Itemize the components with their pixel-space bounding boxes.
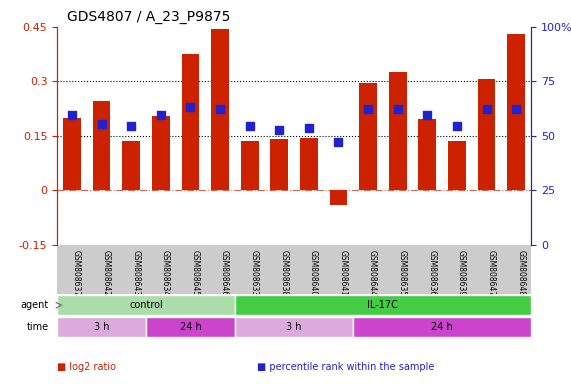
Point bbox=[334, 139, 343, 146]
Point bbox=[452, 123, 461, 129]
FancyBboxPatch shape bbox=[146, 317, 235, 337]
Point bbox=[512, 106, 521, 112]
Text: GSM808640: GSM808640 bbox=[309, 250, 318, 296]
Point bbox=[393, 106, 403, 112]
FancyBboxPatch shape bbox=[353, 317, 531, 337]
Text: GSM808641: GSM808641 bbox=[339, 250, 348, 296]
FancyBboxPatch shape bbox=[57, 317, 146, 337]
Text: GSM808634: GSM808634 bbox=[161, 250, 170, 296]
Text: 3 h: 3 h bbox=[94, 322, 109, 332]
Text: 24 h: 24 h bbox=[179, 322, 201, 332]
Text: GSM808633: GSM808633 bbox=[250, 250, 259, 296]
Text: agent: agent bbox=[21, 300, 49, 310]
Text: GSM808648: GSM808648 bbox=[516, 250, 525, 296]
Point bbox=[97, 121, 106, 127]
FancyBboxPatch shape bbox=[235, 295, 531, 315]
Text: control: control bbox=[129, 300, 163, 310]
Text: 3 h: 3 h bbox=[286, 322, 302, 332]
FancyBboxPatch shape bbox=[235, 317, 353, 337]
Bar bbox=[419, 119, 436, 190]
Bar bbox=[389, 72, 407, 190]
Bar bbox=[448, 141, 466, 190]
Bar bbox=[241, 141, 259, 190]
Bar bbox=[478, 79, 496, 190]
FancyBboxPatch shape bbox=[57, 295, 235, 315]
Bar bbox=[93, 101, 110, 190]
Point bbox=[482, 106, 491, 112]
Text: GSM808643: GSM808643 bbox=[131, 250, 140, 296]
Text: GSM808637: GSM808637 bbox=[72, 250, 81, 296]
Point bbox=[127, 123, 136, 129]
Bar bbox=[211, 29, 229, 190]
Text: GSM808647: GSM808647 bbox=[486, 250, 496, 296]
Text: GSM808642: GSM808642 bbox=[102, 250, 111, 296]
Text: GSM808636: GSM808636 bbox=[427, 250, 436, 296]
Bar bbox=[329, 190, 347, 205]
Bar bbox=[359, 83, 377, 190]
Text: IL-17C: IL-17C bbox=[368, 300, 399, 310]
Text: time: time bbox=[27, 322, 49, 332]
Text: ■ log2 ratio: ■ log2 ratio bbox=[57, 362, 116, 372]
Point bbox=[245, 123, 254, 129]
Text: 24 h: 24 h bbox=[431, 322, 453, 332]
Text: GSM808639: GSM808639 bbox=[457, 250, 466, 296]
Bar bbox=[271, 139, 288, 190]
Bar bbox=[300, 137, 317, 190]
Point bbox=[275, 127, 284, 133]
Point bbox=[215, 106, 224, 112]
Point bbox=[364, 106, 373, 112]
Text: GSM808635: GSM808635 bbox=[398, 250, 407, 296]
Text: GSM808646: GSM808646 bbox=[220, 250, 229, 296]
Text: GSM808638: GSM808638 bbox=[279, 250, 288, 296]
Point bbox=[156, 112, 166, 118]
Text: GSM808644: GSM808644 bbox=[368, 250, 377, 296]
Bar bbox=[152, 116, 170, 190]
Point bbox=[186, 104, 195, 111]
Bar bbox=[507, 34, 525, 190]
Point bbox=[304, 125, 313, 131]
Text: GDS4807 / A_23_P9875: GDS4807 / A_23_P9875 bbox=[67, 10, 230, 25]
Text: ■ percentile rank within the sample: ■ percentile rank within the sample bbox=[257, 362, 435, 372]
Point bbox=[67, 112, 77, 118]
Bar bbox=[122, 141, 140, 190]
Point bbox=[423, 112, 432, 118]
Bar bbox=[63, 118, 81, 190]
Bar bbox=[182, 54, 199, 190]
Text: GSM808645: GSM808645 bbox=[190, 250, 199, 296]
